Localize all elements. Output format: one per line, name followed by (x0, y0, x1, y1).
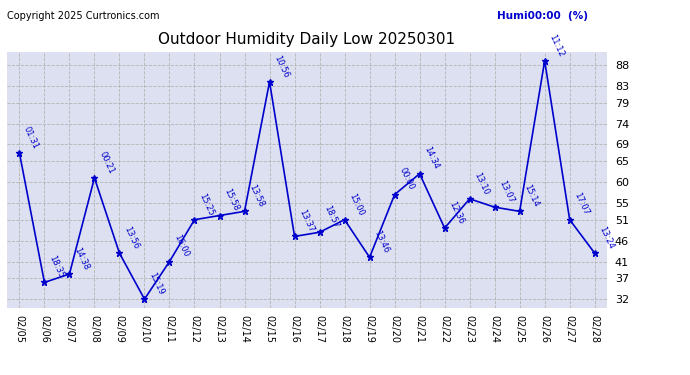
Text: Humi00:00  (%): Humi00:00 (%) (497, 11, 588, 21)
Text: 14:38: 14:38 (72, 246, 90, 271)
Text: 01:31: 01:31 (22, 124, 41, 150)
Text: 13:07: 13:07 (497, 179, 515, 204)
Text: 18:35: 18:35 (47, 254, 66, 280)
Text: 13:56: 13:56 (122, 225, 141, 251)
Text: 15:00: 15:00 (347, 192, 366, 217)
Text: 15:58: 15:58 (222, 188, 241, 213)
Text: 12:36: 12:36 (447, 200, 466, 225)
Text: 14:34: 14:34 (422, 146, 441, 171)
Text: 13:46: 13:46 (373, 229, 391, 255)
Text: 11:12: 11:12 (547, 33, 566, 58)
Text: 13:37: 13:37 (297, 208, 315, 234)
Text: 10:56: 10:56 (273, 54, 290, 79)
Text: 13:10: 13:10 (473, 171, 491, 196)
Text: 00:21: 00:21 (97, 150, 115, 175)
Text: 15:25: 15:25 (197, 192, 215, 217)
Text: 15:14: 15:14 (522, 183, 541, 209)
Text: 13:24: 13:24 (598, 225, 615, 251)
Text: 13:58: 13:58 (247, 183, 266, 209)
Text: 16:00: 16:00 (172, 233, 190, 259)
Text: 18:57: 18:57 (322, 204, 341, 230)
Text: 15:19: 15:19 (147, 271, 166, 296)
Title: Outdoor Humidity Daily Low 20250301: Outdoor Humidity Daily Low 20250301 (159, 32, 455, 47)
Text: 00:00: 00:00 (397, 166, 415, 192)
Text: 17:07: 17:07 (573, 191, 591, 217)
Text: Copyright 2025 Curtronics.com: Copyright 2025 Curtronics.com (7, 11, 159, 21)
